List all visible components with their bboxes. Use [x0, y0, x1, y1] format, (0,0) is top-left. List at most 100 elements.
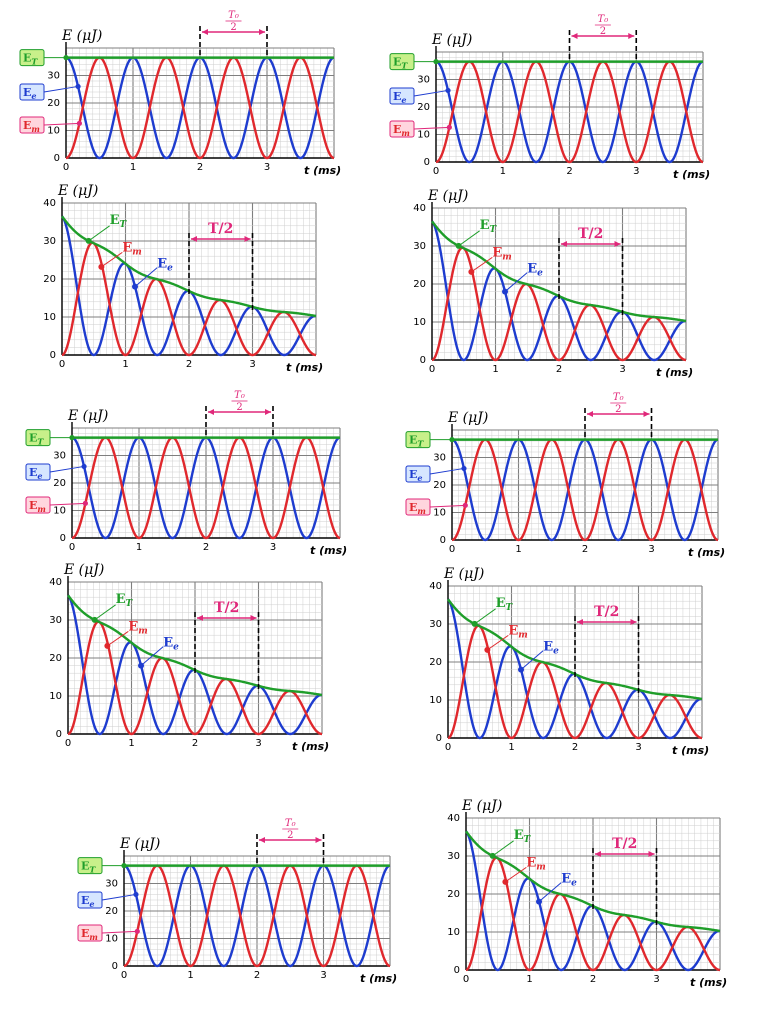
y-tick-label: 20 — [43, 274, 56, 285]
legend-pointer — [43, 85, 79, 93]
x-axis-title: t (ms) — [310, 544, 347, 557]
total-energy-pointer — [458, 230, 480, 247]
legend-badge-label: ET — [29, 432, 44, 447]
period-arrow-head-left — [202, 29, 208, 35]
y-tick-label: 30 — [49, 615, 62, 626]
y-axis-title: E (μJ) — [61, 28, 102, 44]
period-arrow-head-right — [643, 411, 650, 417]
period-arrow-head-right — [630, 619, 637, 625]
legend-pointer-dot — [69, 435, 75, 441]
magnetic-energy-pointer — [471, 256, 493, 273]
grid — [67, 581, 323, 735]
series-magnetic-energy-line — [451, 438, 719, 542]
x-tick-label: 3 — [264, 162, 270, 173]
x-tick-label: 3 — [633, 166, 639, 177]
legend-pointer-dot — [433, 59, 439, 65]
x-tick-label: 1 — [136, 542, 142, 553]
electric-energy-label: Ee — [561, 872, 577, 889]
x-tick-label: 0 — [463, 974, 469, 985]
half-period-annotation: T/2 — [558, 226, 624, 319]
y-tick-label: 0 — [54, 153, 60, 164]
x-tick-label: 2 — [566, 166, 572, 177]
y-tick-label: 40 — [429, 581, 442, 592]
legend-badge-label: Ee — [23, 86, 36, 101]
legend-pointer — [101, 930, 138, 934]
y-tick-label: 20 — [447, 889, 460, 900]
period-label-denominator: 2 — [615, 404, 621, 415]
legend-pointer — [49, 465, 85, 473]
period-label-denominator: 2 — [600, 26, 606, 37]
legend-badge-label: ET — [409, 434, 424, 449]
magnetic-energy-pointer — [107, 630, 129, 647]
magnetic-energy-pointer — [487, 634, 509, 651]
series-labels: ET Em Ee — [489, 828, 577, 905]
y-tick-label: 20 — [417, 102, 430, 113]
total-energy-label: ET — [496, 596, 514, 613]
y-tick-label: 0 — [454, 965, 460, 976]
grid — [465, 817, 721, 971]
grid — [431, 207, 687, 361]
x-axis-title: t (ms) — [690, 976, 727, 989]
x-tick-label: 3 — [255, 738, 261, 749]
series-magnetic-energy-line — [431, 246, 687, 362]
period-arrow-head-left — [571, 33, 578, 39]
period-arrow-head-right — [244, 236, 251, 242]
y-axis-title: E (μJ) — [57, 183, 98, 199]
legend-pointer — [49, 502, 86, 506]
half-period-annotation: T₀2 — [256, 818, 325, 866]
legend-badge-label: ET — [393, 56, 408, 71]
magnetic-energy-pointer — [101, 251, 123, 268]
x-tick-label: 1 — [122, 359, 128, 370]
x-axis-title: t (ms) — [656, 366, 693, 379]
y-tick-label: 0 — [50, 350, 56, 361]
legend-badge-magnetic: Em — [389, 120, 452, 138]
legend-pointer-dot — [449, 437, 455, 443]
half-period-annotation: T/2 — [574, 604, 640, 697]
period-label-numerator: T₀ — [613, 392, 624, 403]
y-axis-title: E (μJ) — [119, 836, 160, 852]
period-arrow-head-left — [259, 837, 265, 843]
x-tick-label: 2 — [590, 974, 596, 985]
y-axis-title: E (μJ) — [67, 408, 108, 424]
y-tick-label: 10 — [47, 126, 60, 137]
y-tick-label: 20 — [47, 98, 60, 109]
magnetic-energy-label: Em — [526, 855, 545, 872]
period-arrow-head-left — [587, 411, 593, 417]
legend-pointer — [429, 504, 466, 508]
legend-badge-magnetic: Em — [77, 924, 140, 942]
period-label-numerator: T₀ — [228, 10, 239, 21]
x-tick-label: 2 — [197, 162, 203, 173]
x-tick-label: 0 — [433, 166, 439, 177]
period-arrow-head-left — [577, 619, 583, 625]
electric-energy-pointer — [140, 646, 164, 666]
x-axis-title: t (ms) — [672, 744, 709, 757]
x-tick-label: 0 — [65, 738, 71, 749]
x-tick-label: 1 — [130, 162, 136, 173]
grid — [451, 429, 719, 541]
y-tick-label: 0 — [436, 733, 442, 744]
period-label-denominator: 2 — [230, 22, 236, 33]
total-energy-pointer — [492, 840, 514, 857]
series-magnetic-energy-line — [123, 864, 391, 968]
x-axis-title: t (ms) — [286, 361, 323, 374]
period-label-numerator: T₀ — [598, 14, 609, 25]
x-tick-label: 0 — [63, 162, 69, 173]
series-magnetic-energy-line — [67, 620, 323, 736]
series-magnetic-energy-line — [435, 60, 704, 164]
y-tick-label: 10 — [53, 506, 66, 517]
period-label: T/2 — [612, 836, 637, 852]
x-tick-label: 2 — [192, 738, 198, 749]
y-tick-label: 20 — [53, 478, 66, 489]
y-tick-label: 20 — [433, 480, 446, 491]
total-energy-label: ET — [514, 828, 532, 845]
total-energy-pointer — [94, 604, 116, 621]
legend-badge-label: Ee — [409, 468, 422, 483]
series-magnetic-energy-line — [61, 241, 317, 357]
y-tick-label: 0 — [60, 533, 66, 544]
half-period-annotation: T₀2 — [584, 392, 653, 440]
